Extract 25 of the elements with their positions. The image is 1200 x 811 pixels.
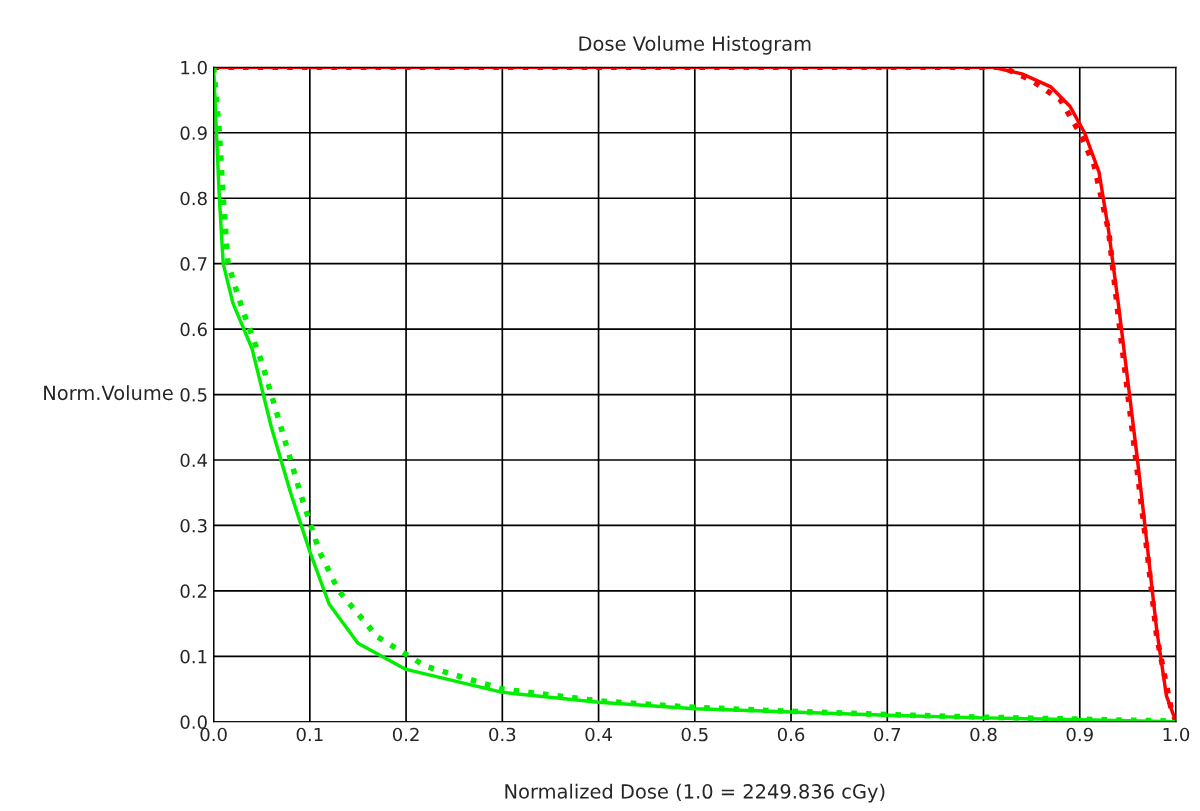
x-tick-label: 0.5 bbox=[681, 727, 708, 742]
y-tick-label: 0.9 bbox=[180, 126, 207, 140]
y-axis-title: Norm.Volume bbox=[44, 385, 173, 401]
y-tick-label: 0.2 bbox=[180, 584, 207, 599]
y-tick-label: 0.8 bbox=[180, 191, 207, 206]
x-tick-label: 0.1 bbox=[296, 727, 323, 742]
y-tick-label: 0.3 bbox=[180, 518, 207, 533]
y-tick-label: 0.4 bbox=[180, 453, 208, 468]
y-tick-label: 0.0 bbox=[180, 715, 207, 729]
x-tick-label: 0.7 bbox=[874, 727, 901, 742]
y-tick-label: 0.7 bbox=[180, 257, 207, 271]
y-tick-label: 0.5 bbox=[180, 388, 207, 402]
x-tick-label: 0.8 bbox=[970, 727, 997, 742]
x-tick-label: 0.2 bbox=[392, 727, 419, 742]
y-tick-label: 0.6 bbox=[180, 322, 207, 337]
chart-title: Dose Volume Histogram bbox=[579, 35, 811, 55]
x-tick-label: 0.4 bbox=[585, 727, 612, 742]
x-tick-label: 1.0 bbox=[1163, 727, 1190, 742]
x-tick-label: 0.0 bbox=[200, 727, 227, 742]
x-tick-label: 0.6 bbox=[777, 727, 805, 742]
x-tick-label: 0.3 bbox=[489, 727, 516, 742]
x-tick-label: 0.9 bbox=[1066, 727, 1093, 742]
y-tick-label: 1.0 bbox=[181, 60, 207, 75]
y-tick-label: 0.1 bbox=[180, 649, 207, 664]
x-axis-title: Normalized Dose (1.0 = 2249.836 cGy) bbox=[505, 783, 885, 803]
